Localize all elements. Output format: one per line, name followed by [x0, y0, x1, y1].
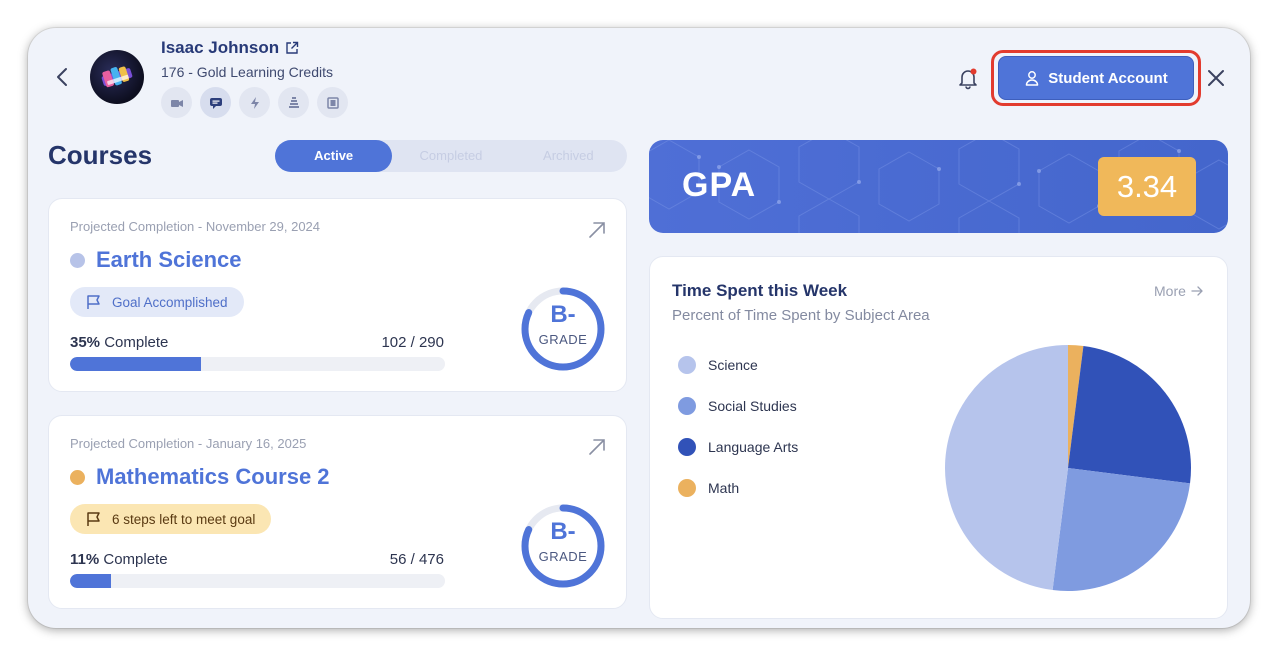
- legend-label: Language Arts: [708, 439, 799, 455]
- user-name-text: Isaac Johnson: [161, 38, 280, 57]
- legend-swatch: [678, 479, 696, 497]
- chart-legend: Science Social Studies Language Arts Mat…: [678, 355, 798, 519]
- tab-active[interactable]: Active: [275, 140, 393, 172]
- grade-letter: B-: [550, 301, 576, 328]
- grade-caption: GRADE: [538, 549, 588, 564]
- course-card: Projected Completion - November 29, 2024…: [48, 198, 627, 392]
- legend-label: Social Studies: [708, 398, 797, 414]
- user-name[interactable]: Isaac Johnson: [161, 38, 299, 58]
- progress-count: 102 / 290: [381, 334, 444, 351]
- legend-item: Social Studies: [678, 396, 798, 416]
- grade-ring-arc: [521, 287, 605, 371]
- flag-icon: [87, 295, 100, 309]
- legend-swatch: [678, 438, 696, 456]
- legend-item: Math: [678, 478, 798, 498]
- legend-item: Language Arts: [678, 437, 798, 457]
- student-dashboard-window: Isaac Johnson 176 - Gold Learning Credit…: [28, 28, 1250, 628]
- course-card: Projected Completion - January 16, 2025 …: [48, 415, 627, 609]
- close-icon[interactable]: [1206, 68, 1226, 88]
- avatar: [90, 50, 144, 104]
- student-account-button[interactable]: Student Account: [998, 56, 1194, 100]
- flag-icon: [87, 512, 100, 526]
- progress-percent: 11%: [70, 551, 100, 568]
- legend-swatch: [678, 397, 696, 415]
- progress-percent: 35%: [70, 334, 101, 351]
- grade-letter: B-: [550, 518, 576, 545]
- course-title[interactable]: Earth Science: [70, 247, 242, 273]
- course-color-dot: [70, 469, 85, 485]
- progress-bar: [70, 574, 445, 588]
- legend-swatch: [678, 356, 696, 374]
- more-link-text: More: [1154, 283, 1186, 299]
- grade-ring: B- GRADE: [519, 502, 607, 590]
- time-spent-card: Time Spent this Week Percent of Time Spe…: [649, 256, 1228, 619]
- course-color-dot: [70, 252, 85, 268]
- legend-item: Science: [678, 355, 798, 375]
- lightning-icon[interactable]: [239, 87, 270, 118]
- learning-credits: 176 - Gold Learning Credits: [161, 64, 333, 80]
- progress-label: 35% Complete: [70, 334, 168, 351]
- course-name-text: Earth Science: [96, 247, 242, 272]
- legend-label: Math: [708, 480, 740, 496]
- progress-word: Complete: [104, 334, 169, 351]
- course-title[interactable]: Mathematics Course 2: [70, 464, 330, 490]
- projected-completion: Projected Completion - November 29, 2024: [70, 219, 321, 234]
- gpa-value: 3.34: [1098, 157, 1196, 216]
- projected-completion: Projected Completion - January 16, 2025: [70, 436, 307, 451]
- progress-bar-fill: [70, 574, 112, 588]
- time-spent-title: Time Spent this Week: [672, 281, 848, 300]
- courses-title: Courses: [48, 140, 153, 170]
- back-chevron-icon[interactable]: [52, 66, 74, 88]
- course-tabs: Active Completed Archived: [275, 140, 627, 172]
- open-course-arrow-icon[interactable]: [586, 219, 608, 241]
- notification-bell-icon[interactable]: [956, 66, 980, 90]
- goal-status-badge: 6 steps left to meet goal: [70, 504, 272, 534]
- open-course-arrow-icon[interactable]: [586, 436, 608, 458]
- quick-actions: [161, 87, 348, 118]
- tab-completed[interactable]: Completed: [419, 148, 483, 163]
- film-icon[interactable]: [317, 87, 348, 118]
- student-account-label: Student Account: [1048, 69, 1168, 87]
- more-link[interactable]: More: [1154, 283, 1203, 299]
- student-account-highlight: [991, 50, 1201, 106]
- progress-word: Complete: [103, 551, 168, 568]
- gpa-banner: GPA 3.34: [649, 140, 1228, 233]
- tab-archived[interactable]: Archived: [543, 148, 594, 163]
- grade-ring-arc: [521, 504, 605, 588]
- pie-slice-math[interactable]: [1068, 345, 1084, 468]
- arrow-right-icon: [1191, 286, 1203, 296]
- progress-bar-fill: [70, 357, 202, 371]
- edit-link-icon[interactable]: [285, 41, 299, 55]
- goal-status-text: 6 steps left to meet goal: [112, 511, 256, 527]
- goal-status-text: Goal Accomplished: [112, 294, 228, 310]
- gpa-label: GPA: [682, 166, 757, 204]
- grade-caption: GRADE: [538, 332, 588, 347]
- stack-icon[interactable]: [278, 87, 309, 118]
- time-spent-subtitle: Percent of Time Spent by Subject Area: [672, 307, 930, 324]
- video-icon[interactable]: [161, 87, 192, 118]
- course-name-text: Mathematics Course 2: [96, 464, 330, 489]
- pie-slice-social-studies[interactable]: [1052, 468, 1191, 591]
- person-icon: [1026, 71, 1039, 86]
- chat-icon[interactable]: [200, 87, 231, 118]
- legend-label: Science: [708, 357, 758, 373]
- progress-count: 56 / 476: [389, 551, 444, 568]
- time-spent-pie-chart: [945, 345, 1191, 591]
- pie-slice-science[interactable]: [945, 345, 1068, 591]
- pie-slice-language-arts[interactable]: [1068, 345, 1191, 484]
- goal-status-badge: Goal Accomplished: [70, 287, 244, 317]
- progress-bar: [70, 357, 445, 371]
- progress-label: 11% Complete: [70, 551, 168, 568]
- grade-ring: B- GRADE: [519, 285, 607, 373]
